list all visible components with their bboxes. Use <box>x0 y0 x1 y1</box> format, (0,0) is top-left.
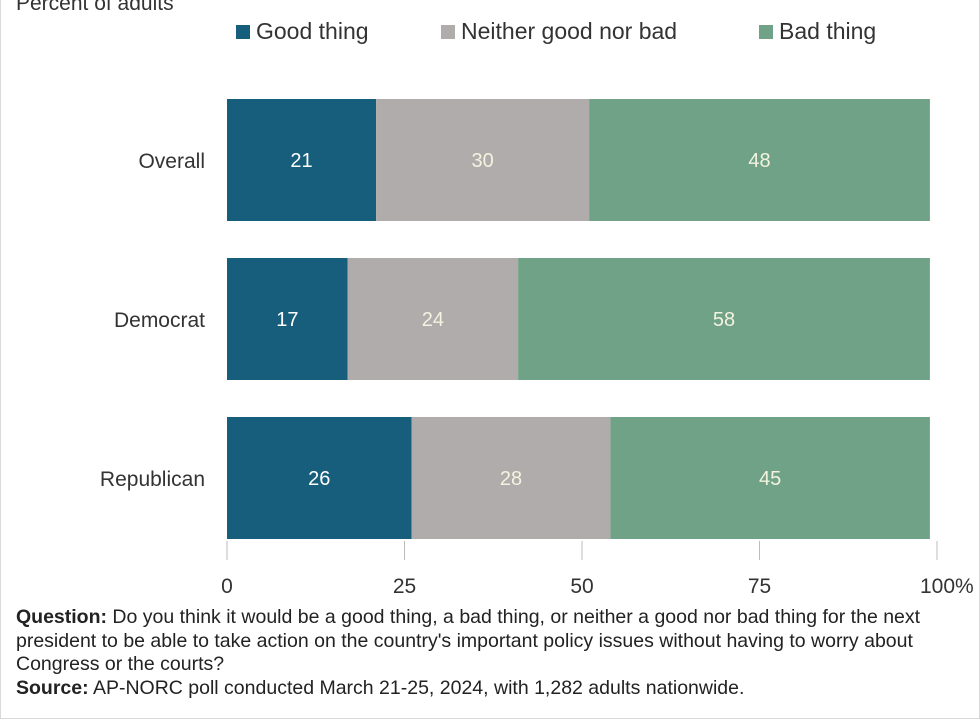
question-text: Do you think it would be a good thing, a… <box>16 606 921 675</box>
data-label-overall-good-thing: 21 <box>290 150 312 172</box>
x-tick-label-25: 25 <box>393 575 416 598</box>
bar-overall-bad-thing <box>589 99 930 221</box>
category-label-democrat: Democrat <box>114 309 205 332</box>
bar-overall-neither-good-nor-bad <box>376 99 590 221</box>
x-tick-label-0: 0 <box>221 575 233 598</box>
source-note: Source: AP-NORC poll conducted March 21-… <box>16 677 966 701</box>
bar-democrat-neither-good-nor-bad <box>347 258 519 380</box>
category-label-republican: Republican <box>100 468 205 491</box>
source-label: Source: <box>16 676 89 699</box>
bar-democrat-bad-thing <box>518 258 930 380</box>
bar-republican-neither-good-nor-bad <box>411 417 611 539</box>
legend-item-good: Good thing <box>236 18 369 45</box>
question-note: Question: Do you think it would be a goo… <box>16 606 966 677</box>
x-tick-label-100: 100% <box>920 575 974 598</box>
source-text: AP-NORC poll conducted March 21-25, 2024… <box>88 676 745 699</box>
legend-swatch-bad <box>759 24 773 39</box>
legend-swatch-good <box>236 24 250 39</box>
legend: Good thing Neither good nor bad Bad thin… <box>0 18 980 50</box>
bar-overall-good-thing <box>227 99 377 221</box>
data-label-democrat-neither-good-nor-bad: 24 <box>422 309 444 331</box>
legend-swatch-neither <box>441 24 455 39</box>
data-label-republican-good-thing: 26 <box>308 468 330 490</box>
legend-item-bad: Bad thing <box>759 18 876 45</box>
data-label-overall-bad-thing: 48 <box>748 150 770 172</box>
data-label-republican-neither-good-nor-bad: 28 <box>500 468 522 490</box>
legend-label-neither: Neither good nor bad <box>461 18 678 44</box>
category-label-overall: Overall <box>138 150 205 173</box>
x-tick-label-50: 50 <box>570 575 593 598</box>
chart-notes: Question: Do you think it would be a goo… <box>16 606 966 700</box>
bar-democrat-good-thing <box>227 258 348 380</box>
bar-republican-bad-thing <box>610 417 930 539</box>
question-label: Question: <box>16 606 107 628</box>
legend-label-bad: Bad thing <box>779 18 877 44</box>
x-tick-label-75: 75 <box>748 575 771 598</box>
legend-label-good: Good thing <box>256 18 369 44</box>
bar-republican-good-thing <box>227 417 412 539</box>
data-label-democrat-good-thing: 17 <box>276 309 298 331</box>
bar-chart: 21 30 48 Overall 17 24 58 Democrat 26 28 45 Republi… <box>100 99 974 598</box>
data-label-republican-bad-thing: 45 <box>759 468 781 490</box>
data-label-democrat-bad-thing: 58 <box>713 309 735 331</box>
data-label-overall-neither-good-nor-bad: 30 <box>471 150 493 172</box>
legend-item-neither: Neither good nor bad <box>441 18 677 45</box>
y-axis-title: Percent of adults <box>16 0 174 15</box>
